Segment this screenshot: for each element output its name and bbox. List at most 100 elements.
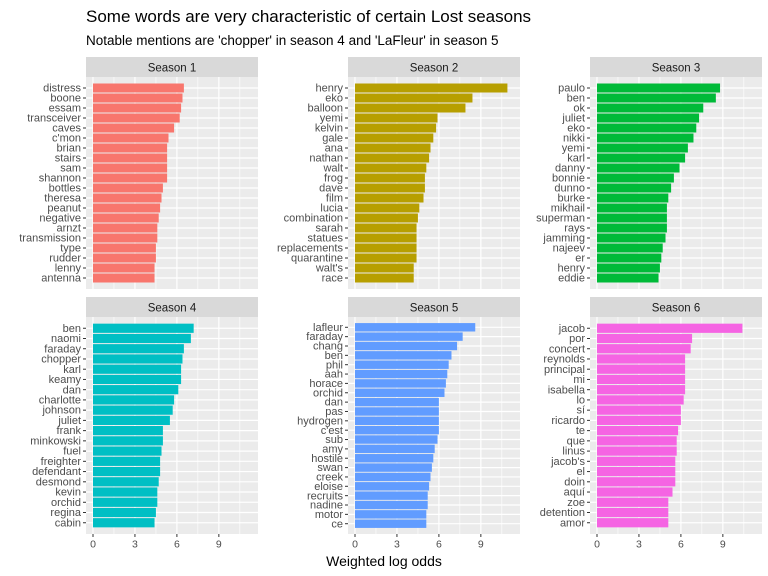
bar-5-ce: [354, 519, 427, 528]
x-tick-label: 9: [720, 539, 726, 551]
category-label-reynolds: reynolds: [543, 354, 585, 366]
panel-4-strip-label: Season 4: [148, 303, 197, 315]
category-label-desmond: desmond: [36, 476, 81, 488]
category-label-ben: ben: [567, 93, 585, 105]
category-label-paulo: paulo: [558, 83, 585, 95]
panel-5-strip: [348, 297, 520, 317]
bar-6-detention: [596, 507, 669, 518]
category-label-orchid: orchid: [313, 387, 343, 399]
bar-1-shannon: [92, 173, 168, 183]
category-label-bottles: bottles: [49, 183, 82, 195]
category-label-hydrogen: hydrogen: [297, 415, 343, 427]
bar-1-rudder: [92, 253, 156, 263]
category-label-replacements: replacements: [277, 243, 344, 255]
bar-4-juliet: [92, 415, 170, 425]
category-label-jacob's: jacob's: [550, 456, 585, 468]
bar-6-por: [596, 333, 693, 344]
bar-3-eddie: [596, 273, 659, 283]
x-tick-label: 9: [478, 539, 484, 551]
category-label-el: el: [576, 466, 585, 478]
category-label-statues: statues: [308, 233, 344, 245]
category-label-rudder: rudder: [49, 253, 81, 265]
category-label-cabin: cabin: [55, 517, 81, 529]
category-label-nadine: nadine: [310, 500, 343, 512]
bar-2-ana: [354, 143, 431, 153]
bar-1-antenna: [92, 273, 155, 283]
category-label-fuel: fuel: [63, 446, 81, 458]
bar-5-faraday: [354, 332, 463, 341]
category-label-walt's: walt's: [315, 263, 344, 275]
category-label-yemi: yemi: [320, 113, 343, 125]
bar-2-walt: [354, 163, 427, 173]
category-label-phil: phil: [326, 359, 343, 371]
bar-4-regina: [92, 507, 156, 518]
category-label-principal: principal: [544, 364, 585, 376]
category-label-creek: creek: [316, 472, 343, 484]
x-tick-label: 0: [90, 539, 96, 551]
category-label-quarantine: quarantine: [291, 253, 343, 265]
panel-3-strip-label: Season 3: [652, 63, 701, 75]
x-tick-label: 0: [594, 539, 600, 551]
bar-4-minkowski: [92, 436, 163, 446]
x-tick-label: 3: [132, 539, 138, 551]
category-label-ben: ben: [325, 350, 343, 362]
category-label-jacob: jacob: [558, 323, 585, 335]
bar-6-reynolds: [596, 354, 686, 364]
category-label-faraday: faraday: [44, 343, 81, 355]
bar-5-pas: [354, 407, 439, 416]
bar-4-naomi: [92, 333, 191, 344]
bar-5-orchid: [354, 388, 445, 397]
category-label-eko: eko: [567, 123, 585, 135]
chart-subtitle: Notable mentions are 'chopper' in season…: [86, 33, 499, 48]
bar-4-chopper: [92, 354, 183, 364]
bar-3-henry: [596, 263, 660, 273]
category-label-negative: negative: [39, 213, 81, 225]
category-label-balloon: balloon: [308, 103, 343, 115]
bar-3-yemi: [596, 143, 688, 153]
category-label-hostile: hostile: [311, 453, 343, 465]
category-label-nathan: nathan: [309, 153, 343, 165]
category-label-najeev: najeev: [553, 243, 586, 255]
chart-title: Some words are very characteristic of ce…: [86, 7, 532, 26]
bar-4-karl: [92, 364, 182, 374]
category-label-er: er: [575, 253, 585, 265]
bar-5-sub: [354, 435, 438, 444]
category-label-chopper: chopper: [41, 354, 81, 366]
category-label-frank: frank: [57, 425, 82, 437]
bar-3-nikki: [596, 133, 694, 143]
category-label-gale: gale: [322, 133, 343, 145]
bar-6-sí: [596, 405, 681, 415]
category-label-motor: motor: [315, 509, 343, 521]
bar-6-aquí: [596, 487, 673, 497]
bar-1-peanut: [92, 203, 161, 213]
category-label-zoe: zoe: [567, 497, 585, 509]
bar-1-caves: [92, 123, 175, 133]
category-label-recruits: recruits: [307, 490, 344, 502]
category-label-nikki: nikki: [563, 133, 585, 145]
category-label-jamming: jamming: [542, 233, 585, 245]
bar-3-paulo: [596, 83, 721, 93]
bar-4-desmond: [92, 477, 159, 487]
bar-5-c'est: [354, 425, 439, 435]
bar-2-film: [354, 193, 424, 203]
category-label-amor: amor: [560, 517, 585, 529]
category-label-ce: ce: [331, 518, 343, 530]
x-tick-label: 6: [678, 539, 684, 551]
bar-6-el: [596, 466, 676, 477]
panel-4-strip: [86, 297, 258, 317]
category-label-superman: superman: [536, 213, 585, 225]
bar-3-rays: [596, 223, 667, 233]
bar-3-burke: [596, 193, 669, 203]
category-label-frog: frog: [324, 173, 343, 185]
bar-2-statues: [354, 233, 417, 243]
bar-6-mi: [596, 374, 686, 385]
bar-1-bottles: [92, 183, 163, 193]
category-label-karl: karl: [63, 364, 81, 376]
x-tick-label: 0: [352, 539, 358, 551]
bar-6-amor: [596, 518, 669, 528]
bar-5-nadine: [354, 500, 428, 510]
bar-3-karl: [596, 153, 686, 163]
category-label-race: race: [322, 273, 343, 285]
bar-6-lo: [596, 395, 684, 405]
